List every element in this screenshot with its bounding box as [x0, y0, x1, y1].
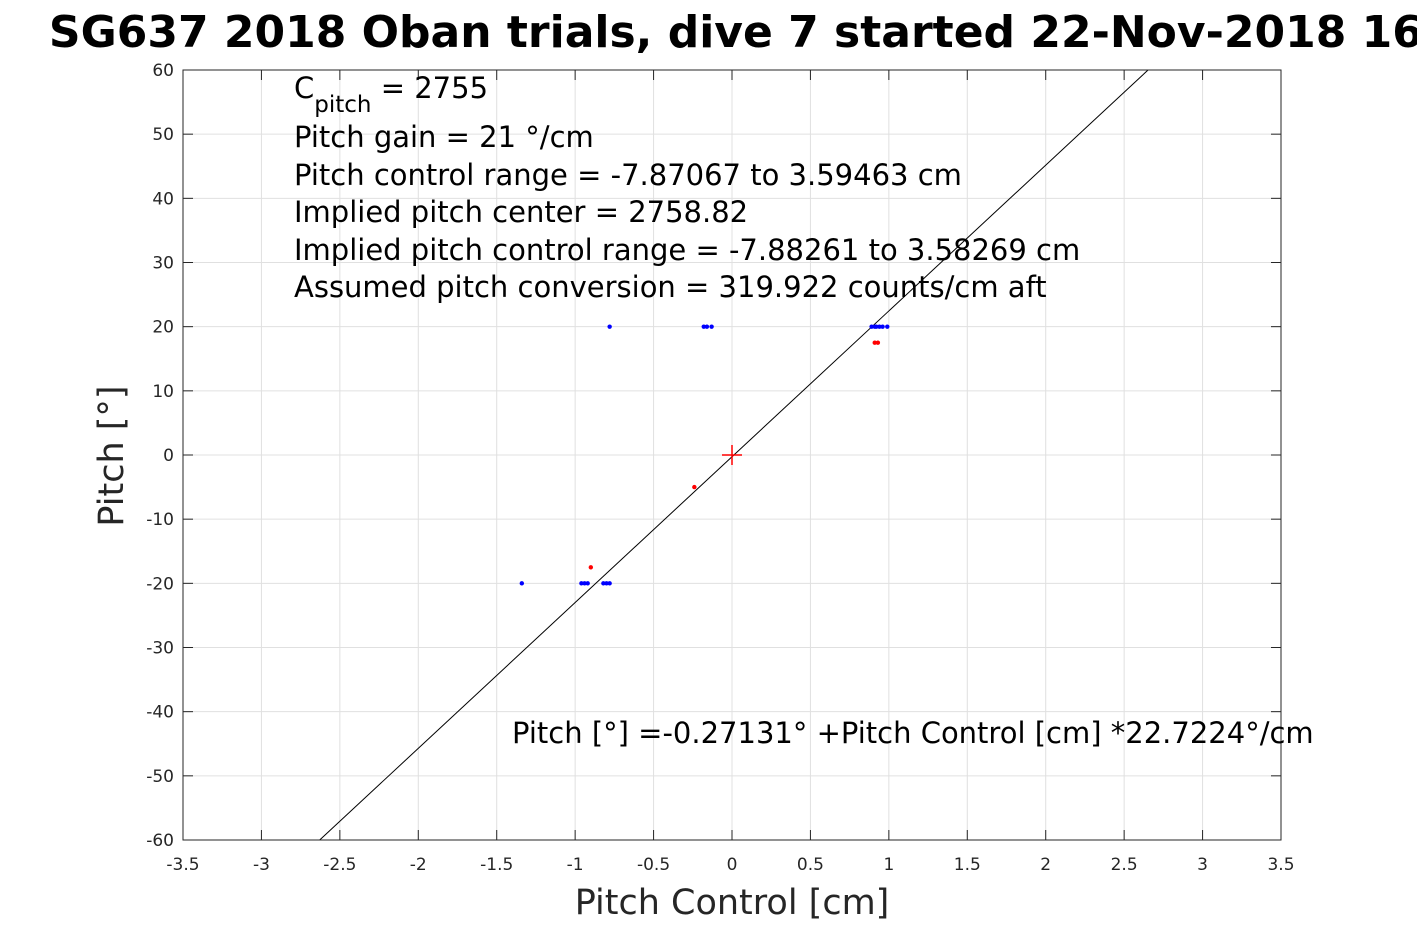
y-tick-label: 60: [152, 61, 174, 81]
x-tick-label: -0.5: [637, 855, 670, 875]
y-tick-label: 50: [152, 125, 174, 145]
x-axis-label: Pitch Control [cm]: [575, 883, 890, 923]
y-tick-label: -60: [146, 831, 174, 851]
y-tick-label: 40: [152, 189, 174, 209]
blue-data-point: [582, 581, 587, 586]
center-marker-group: [722, 445, 742, 465]
x-tick-label: -3.5: [166, 855, 199, 875]
x-tick-label: 1: [883, 855, 894, 875]
y-tick-label: -50: [146, 767, 174, 787]
x-tick-label: -1: [567, 855, 584, 875]
cpitch-subscript: pitch: [314, 92, 371, 118]
y-tick-label: -10: [146, 510, 174, 530]
x-tick-label: -2.5: [323, 855, 356, 875]
blue-data-point: [604, 581, 609, 586]
blue-data-point: [880, 324, 885, 329]
x-tick-label: 2: [1040, 855, 1051, 875]
red-data-point: [875, 340, 881, 345]
annotation-pitch-control-range: Pitch control range = -7.87067 to 3.5946…: [294, 158, 962, 192]
blue-data-point: [874, 324, 879, 329]
blue-data-point: [701, 324, 706, 329]
red-data-point: [588, 565, 594, 570]
red-data-point: [872, 340, 877, 345]
x-tick-label: -3: [253, 855, 270, 875]
annotation-implied-pitch-center: Implied pitch center = 2758.82: [294, 195, 748, 229]
y-tick-label: -20: [146, 574, 174, 594]
y-tick-label: 0: [163, 446, 174, 466]
x-tick-label: 3.5: [1267, 855, 1294, 875]
blue-data-point: [869, 324, 874, 329]
data-points: [519, 324, 890, 586]
blue-data-point: [704, 324, 710, 329]
x-tick-label: 0.5: [797, 855, 824, 875]
fit-equation-label: Pitch [°] =-0.27131° +Pitch Control [cm]…: [512, 716, 1314, 750]
annotation-implied-pitch-control-range: Implied pitch control range = -7.88261 t…: [294, 233, 1080, 267]
y-tick-label: 30: [152, 254, 174, 274]
red-data-point: [692, 484, 697, 490]
blue-data-point: [585, 581, 590, 586]
annotation-assumed-pitch-conversion: Assumed pitch conversion = 319.922 count…: [294, 270, 1047, 304]
x-tick-label: 2.5: [1111, 855, 1138, 875]
y-tick-label: -30: [146, 639, 174, 659]
axis-ticks: -3.5 -3 -2.5 -2 -1.5 -1 -0.5 0 0.5 1 1.5 2 2.5 3 3.5 -6…: [146, 61, 1294, 875]
blue-data-point: [607, 581, 612, 586]
y-tick-label: -40: [146, 703, 174, 723]
x-tick-label: -1.5: [480, 855, 513, 875]
blue-data-point: [607, 324, 612, 329]
x-tick-label: -2: [410, 855, 427, 875]
chart-title: SG637 2018 Oban trials, dive 7 started 2…: [49, 7, 1417, 58]
blue-data-point: [877, 324, 882, 329]
x-tick-label: 0: [727, 855, 738, 875]
y-tick-label: 10: [152, 382, 174, 402]
y-tick-label: 20: [152, 318, 174, 338]
blue-data-point: [601, 581, 606, 586]
annotation-pitch-gain: Pitch gain = 21 °/cm: [294, 120, 594, 154]
x-tick-label: 3: [1197, 855, 1208, 875]
blue-data-point: [579, 581, 584, 586]
blue-data-point: [519, 581, 525, 586]
annotation-cpitch: Cpitch = 2755: [294, 71, 488, 118]
blue-data-point: [885, 324, 890, 329]
x-tick-label: 1.5: [954, 855, 981, 875]
blue-data-point: [709, 324, 714, 329]
y-axis-label: Pitch [°]: [92, 385, 132, 526]
cpitch-symbol: C: [294, 71, 314, 105]
cpitch-value: = 2755: [371, 71, 488, 105]
